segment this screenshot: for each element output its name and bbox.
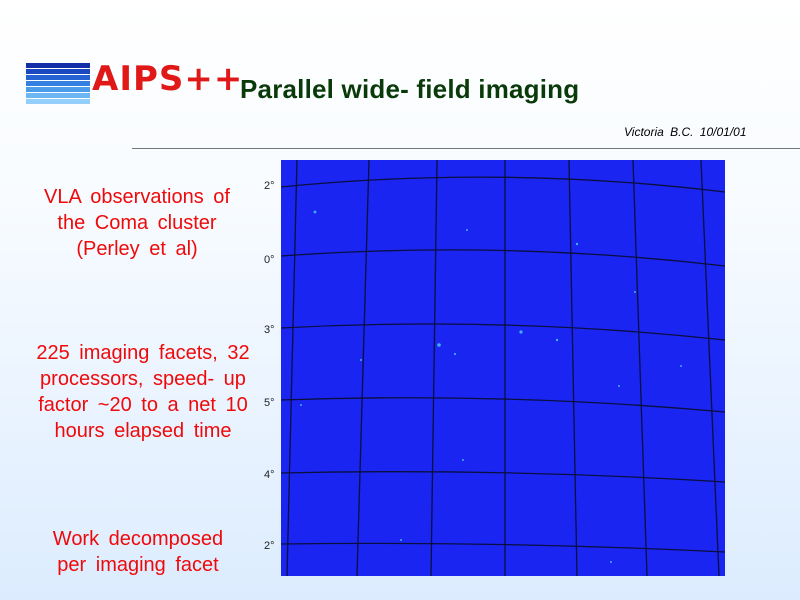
divider [132,148,800,149]
byline: Victoria B.C. 10/01/01 [624,125,747,139]
dec-label: 2° [264,540,275,552]
dec-label: 4° [264,469,275,481]
text-observations: VLA observations of the Coma cluster (Pe… [44,186,230,260]
aips-logo: AIPS++ [92,59,244,99]
dec-label: 3° [264,324,275,336]
dec-label: 2° [264,180,275,192]
coordinate-grid [281,160,725,576]
dec-label: 0° [264,254,275,266]
aips-logo-stripes [26,63,90,105]
text-decomposition: Work decomposed per imaging facet [52,528,224,576]
dec-label: 5° [264,397,275,409]
slide-title: Parallel wide- field imaging [240,74,580,104]
text-facets: 225 imaging facets, 32 processors, speed… [36,342,250,442]
radio-image [281,160,725,576]
